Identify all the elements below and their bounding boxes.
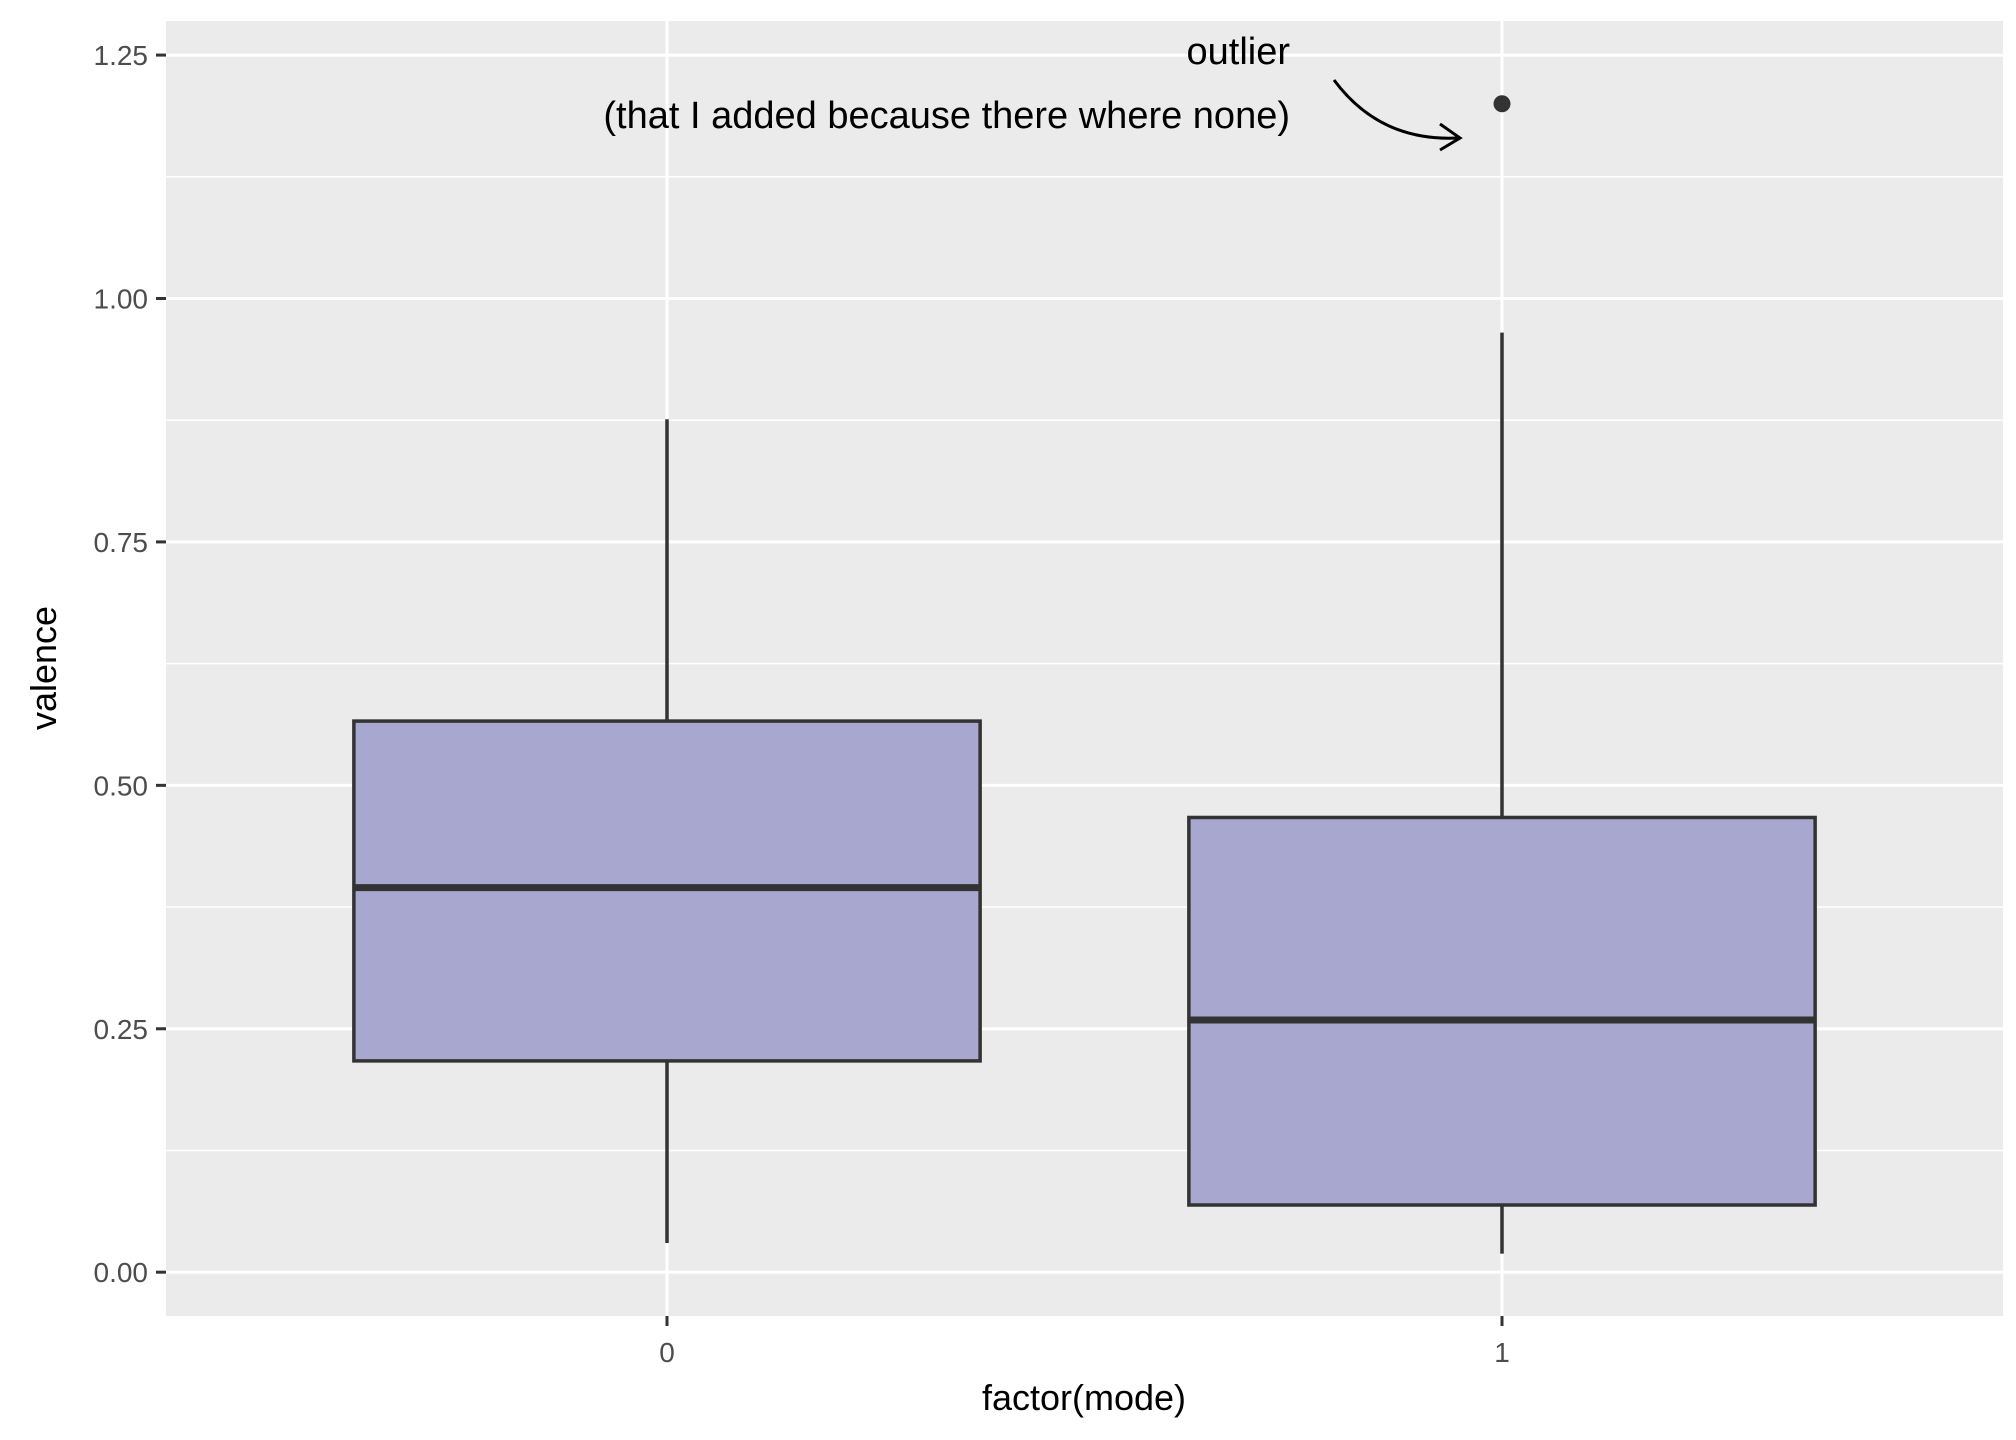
y-tick-label: 1.00 xyxy=(94,284,149,315)
annotation-line-2: (that I added because there where none) xyxy=(603,95,1290,137)
outlier-point xyxy=(1493,95,1511,113)
y-tick-label: 0.75 xyxy=(94,527,149,558)
annotation: outlier (that I added because there wher… xyxy=(603,31,1463,152)
x-axis-title: factor(mode) xyxy=(982,1377,1186,1418)
y-tick-label: 0.50 xyxy=(94,770,149,801)
outlier-points xyxy=(1493,95,1511,113)
annotation-arrowhead xyxy=(1439,122,1463,152)
box-iqr xyxy=(1187,815,1817,1207)
annotation-arrow xyxy=(1332,79,1459,140)
box-1 xyxy=(1187,332,1817,1254)
x-tick-label: 0 xyxy=(659,1337,675,1368)
annotation-line-1: outlier xyxy=(1187,31,1291,73)
y-tick-label: 0.00 xyxy=(94,1257,149,1288)
box-0 xyxy=(352,419,982,1243)
x-tick-label: 1 xyxy=(1494,1337,1510,1368)
y-tick-label: 0.25 xyxy=(94,1014,149,1045)
boxes xyxy=(352,332,1817,1254)
y-axis-title: valence xyxy=(23,606,64,730)
y-axis: 0.00 0.25 0.50 0.75 1.00 1.25 xyxy=(94,40,166,1288)
y-tick-label: 1.25 xyxy=(94,40,149,71)
